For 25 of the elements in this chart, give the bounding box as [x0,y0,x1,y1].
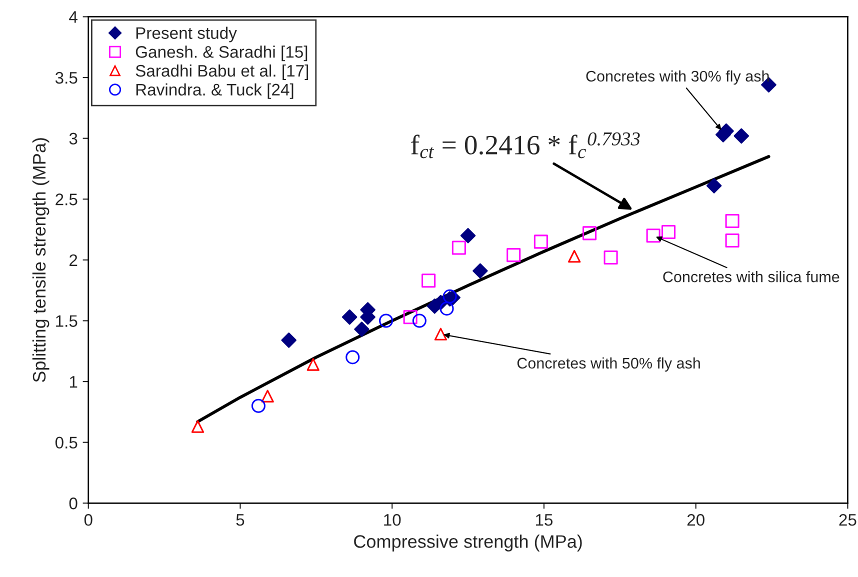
y-tick-label: 4 [69,11,78,23]
y-tick-label: 3 [69,132,78,145]
x-tick-label: 15 [536,514,553,526]
annotation: Concretes with 30% fly ash [586,70,769,85]
annotation: f$_{ct}$ = 0.2416 * f$_{c}$$^{0.7933}$ [411,132,640,158]
y-tick-label: 2 [70,254,78,266]
x-tick-label: 25 [839,514,856,526]
x-tick-label: 20 [687,514,704,526]
y-tick-label: 3.5 [55,72,78,84]
x-axis-title: Compressive strength (MPa) [354,534,582,552]
legend-label: Ravindra. & Tuck [24] [136,83,294,99]
annotation: Concretes with silica fume [663,271,840,282]
y-axis-title: Splitting tensile strength (MPa) [32,138,50,382]
y-tick-label: 0 [69,498,78,510]
y-tick-label: 1 [70,376,78,388]
x-tick-label: 5 [236,514,244,526]
legend-label: Present study [136,26,237,42]
legend-label: Ganesh. & Saradhi [15] [136,46,308,62]
annotation: Concretes with 50% fly ash [517,357,700,372]
x-tick-label: 10 [384,514,401,526]
y-tick-label: 2.5 [56,194,78,206]
y-tick-label: 0.5 [55,436,78,449]
legend-label: Saradhi Babu et al. [17] [136,64,308,80]
x-tick-label: 0 [84,514,92,526]
y-tick-label: 1.5 [56,315,78,327]
